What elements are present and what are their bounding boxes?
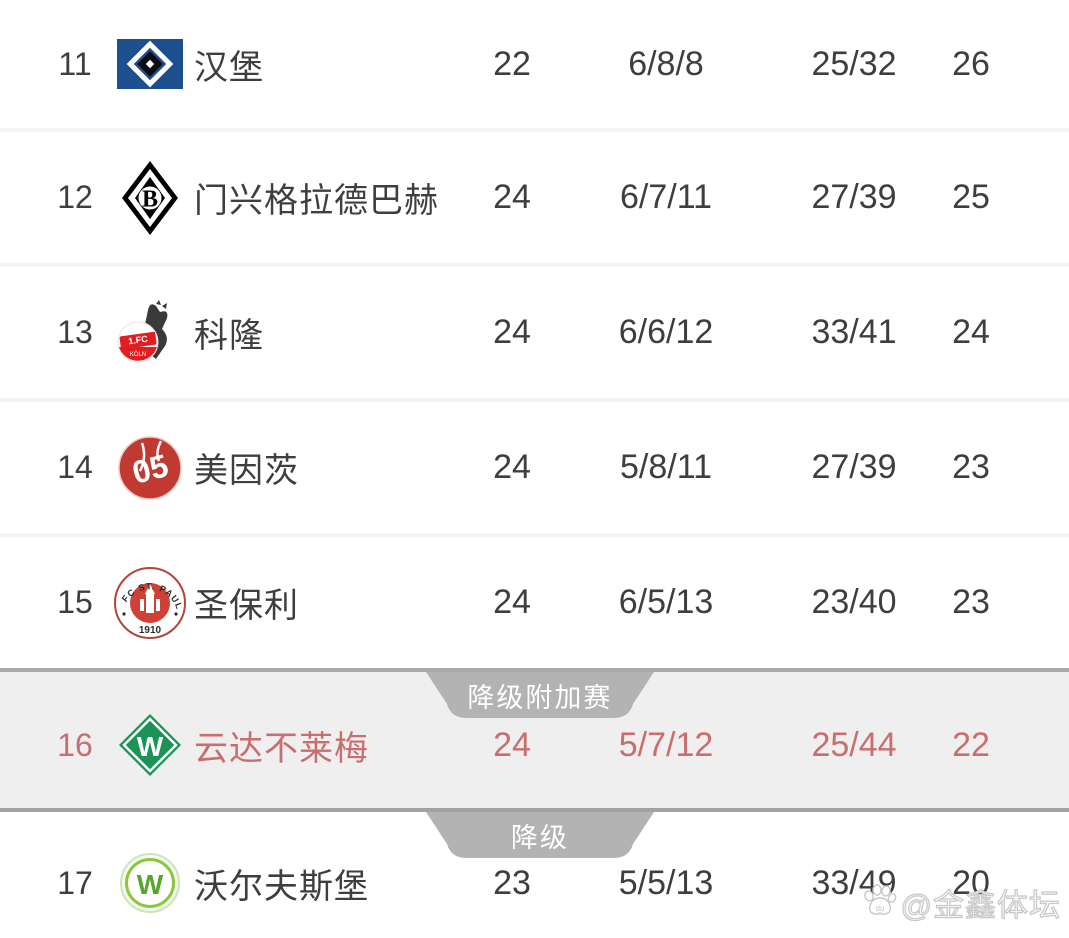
win-draw-loss-cell: 5/8/11	[619, 448, 712, 486]
table-row[interactable]: 15 FC ST. PAULI 1910 圣保利 24 6/5/13 23/40	[0, 533, 1069, 668]
svg-text:1910: 1910	[139, 625, 162, 636]
relegation-playoff-badge: 降级附加赛	[425, 672, 654, 718]
rank-cell: 17	[57, 864, 93, 901]
rank-cell: 12	[57, 179, 93, 215]
rank-cell: 16	[57, 726, 93, 763]
win-draw-loss-cell: 6/7/11	[619, 178, 712, 216]
win-draw-loss-cell: 6/6/12	[618, 313, 714, 351]
team-name: 汉堡	[194, 48, 264, 87]
gladbach-crest-icon: B	[110, 160, 190, 236]
team-name: 门兴格拉德巴赫	[194, 182, 439, 220]
win-draw-loss-cell: 6/8/8	[628, 44, 704, 83]
points-cell: 26	[952, 44, 990, 83]
goals-cell: 23/40	[811, 583, 897, 621]
werder-bremen-crest-icon: W	[110, 713, 190, 777]
relegation-badge: 降级	[425, 812, 654, 858]
goals-cell: 25/44	[811, 725, 897, 764]
svg-text:W: W	[137, 869, 164, 900]
played-cell: 24	[493, 178, 531, 216]
win-draw-loss-cell: 5/7/12	[618, 725, 714, 764]
hamburg-sv-crest-icon	[110, 39, 190, 89]
mainz-crest-icon: 05	[110, 435, 190, 501]
table-row-highlighted[interactable]: 降级附加赛 16 W 云达不莱梅 24 5/7/12 25/44 22	[0, 668, 1069, 808]
svg-text:1.FC: 1.FC	[128, 333, 149, 346]
played-cell: 24	[493, 725, 531, 764]
goals-cell: 25/32	[811, 44, 897, 83]
svg-text:B: B	[142, 186, 158, 212]
points-cell: 22	[952, 725, 990, 764]
table-row[interactable]: 11 汉堡 22 6/8/8 25/32 26	[0, 0, 1069, 128]
win-draw-loss-cell: 6/5/13	[618, 583, 714, 621]
points-cell: 20	[952, 863, 990, 902]
goals-cell: 27/39	[811, 178, 897, 216]
win-draw-loss-cell: 5/5/13	[618, 863, 714, 902]
relegation-playoff-badge-label: 降级附加赛	[467, 683, 613, 713]
relegation-badge-label: 降级	[510, 823, 569, 853]
table-row[interactable]: 12 B 门兴格拉德巴赫 24 6/7/11 27/39 25	[0, 128, 1069, 263]
points-cell: 24	[952, 313, 990, 351]
svg-text:W: W	[137, 731, 164, 762]
st-pauli-crest-icon: FC ST. PAULI 1910	[110, 566, 190, 640]
played-cell: 23	[493, 863, 531, 902]
rank-cell: 11	[58, 45, 92, 82]
goals-cell: 33/49	[811, 863, 897, 902]
played-cell: 24	[493, 448, 531, 486]
team-name: 圣保利	[194, 587, 299, 625]
wolfsburg-crest-icon: W	[110, 852, 190, 914]
goals-cell: 33/41	[811, 313, 897, 351]
points-cell: 23	[952, 583, 990, 621]
svg-text:KÖLN: KÖLN	[130, 351, 146, 358]
team-name: 科隆	[194, 317, 264, 355]
goals-cell: 27/39	[811, 448, 897, 486]
team-name: 云达不莱梅	[194, 729, 369, 768]
played-cell: 22	[493, 44, 531, 83]
table-row[interactable]: 14 05 美因茨 24 5/8/11 27/39 23	[0, 398, 1069, 533]
team-name: 沃尔夫斯堡	[194, 867, 369, 906]
team-name: 美因茨	[194, 452, 299, 490]
rank-cell: 13	[57, 314, 93, 350]
koln-crest-icon: 1.FC KÖLN	[110, 299, 190, 366]
rank-cell: 14	[57, 449, 93, 485]
svg-text:05: 05	[129, 447, 172, 491]
played-cell: 24	[493, 583, 531, 621]
points-cell: 23	[952, 448, 990, 486]
played-cell: 24	[493, 313, 531, 351]
rank-cell: 15	[57, 584, 93, 620]
table-row[interactable]: 13 1.FC KÖLN 科隆 24 6/6/12 33/41 24	[0, 263, 1069, 398]
points-cell: 25	[952, 178, 990, 216]
table-row[interactable]: 降级 17 W 沃尔夫斯堡 23 5/5/13 33/49 20	[0, 808, 1069, 938]
